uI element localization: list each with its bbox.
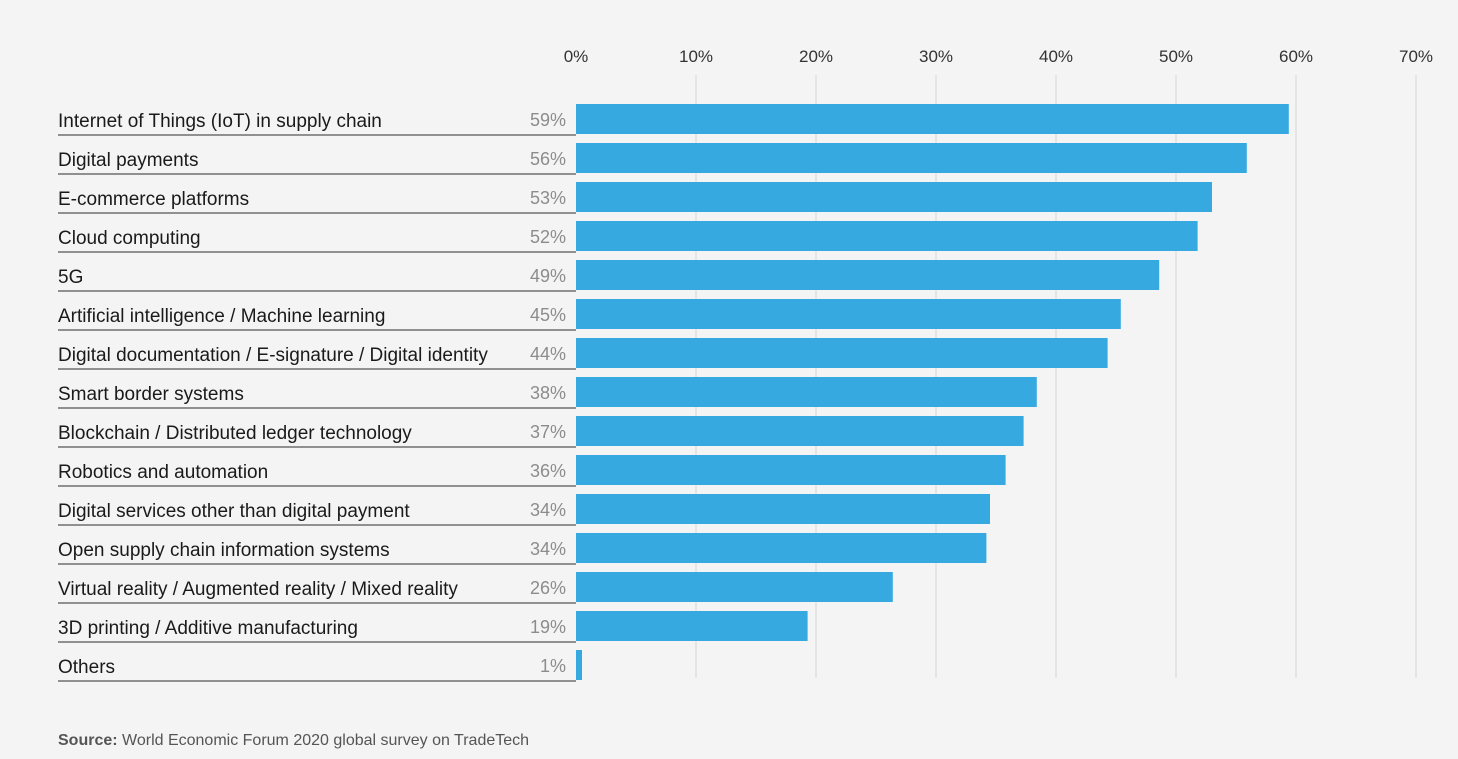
category-label: Artificial intelligence / Machine learni… [58, 306, 385, 327]
category-label: Digital services other than digital paym… [58, 501, 410, 522]
category-label: Internet of Things (IoT) in supply chain [58, 111, 382, 132]
bar [576, 338, 1108, 368]
bar [576, 143, 1247, 173]
source-text: World Economic Forum 2020 global survey … [117, 732, 530, 749]
data-label: 52% [530, 227, 566, 247]
data-label: 44% [530, 344, 566, 364]
data-label: 38% [530, 383, 566, 403]
category-label: E-commerce platforms [58, 189, 249, 210]
bar [576, 104, 1289, 134]
category-label: Open supply chain information systems [58, 540, 390, 561]
data-label: 45% [530, 305, 566, 325]
bar [576, 455, 1006, 485]
data-label: 34% [530, 539, 566, 559]
x-tick-label: 30% [919, 47, 953, 66]
x-axis-ticks: 0% 10% 20% 30% 40% 50% 60% 70% [564, 47, 1433, 66]
category-label: Others [58, 657, 115, 678]
category-label: Virtual reality / Augmented reality / Mi… [58, 579, 458, 600]
bar [576, 533, 987, 563]
category-label: Digital documentation / E-signature / Di… [58, 345, 488, 366]
bar [576, 650, 582, 680]
source-note: Source: World Economic Forum 2020 global… [58, 732, 529, 750]
data-label: 53% [530, 188, 566, 208]
bar [576, 494, 990, 524]
data-label: 34% [530, 500, 566, 520]
data-label: 19% [530, 617, 566, 637]
category-label: Smart border systems [58, 384, 244, 405]
category-label: Cloud computing [58, 228, 201, 249]
bar [576, 377, 1037, 407]
bar [576, 260, 1160, 290]
x-tick-label: 40% [1039, 47, 1073, 66]
bar [576, 611, 808, 641]
bar [576, 572, 893, 602]
data-label: 56% [530, 149, 566, 169]
x-tick-label: 0% [564, 47, 589, 66]
category-label: 5G [58, 267, 83, 288]
data-label: 49% [530, 266, 566, 286]
data-label: 37% [530, 422, 566, 442]
category-label: 3D printing / Additive manufacturing [58, 618, 358, 639]
data-label: 59% [530, 110, 566, 130]
bar [576, 182, 1212, 212]
bar [576, 221, 1198, 251]
x-tick-label: 10% [679, 47, 713, 66]
gridlines [695, 75, 1417, 678]
source-label: Source: [58, 732, 118, 749]
category-label: Blockchain / Distributed ledger technolo… [58, 423, 412, 444]
category-label: Digital payments [58, 150, 198, 171]
x-tick-label: 20% [799, 47, 833, 66]
x-tick-label: 60% [1279, 47, 1313, 66]
x-tick-label: 70% [1399, 47, 1433, 66]
x-tick-label: 50% [1159, 47, 1193, 66]
bar [576, 416, 1024, 446]
data-label: 36% [530, 461, 566, 481]
bar [576, 299, 1121, 329]
data-label: 26% [530, 578, 566, 598]
data-label: 1% [540, 656, 566, 676]
category-label: Robotics and automation [58, 462, 268, 483]
category-rows: Internet of Things (IoT) in supply chain… [58, 104, 1289, 682]
